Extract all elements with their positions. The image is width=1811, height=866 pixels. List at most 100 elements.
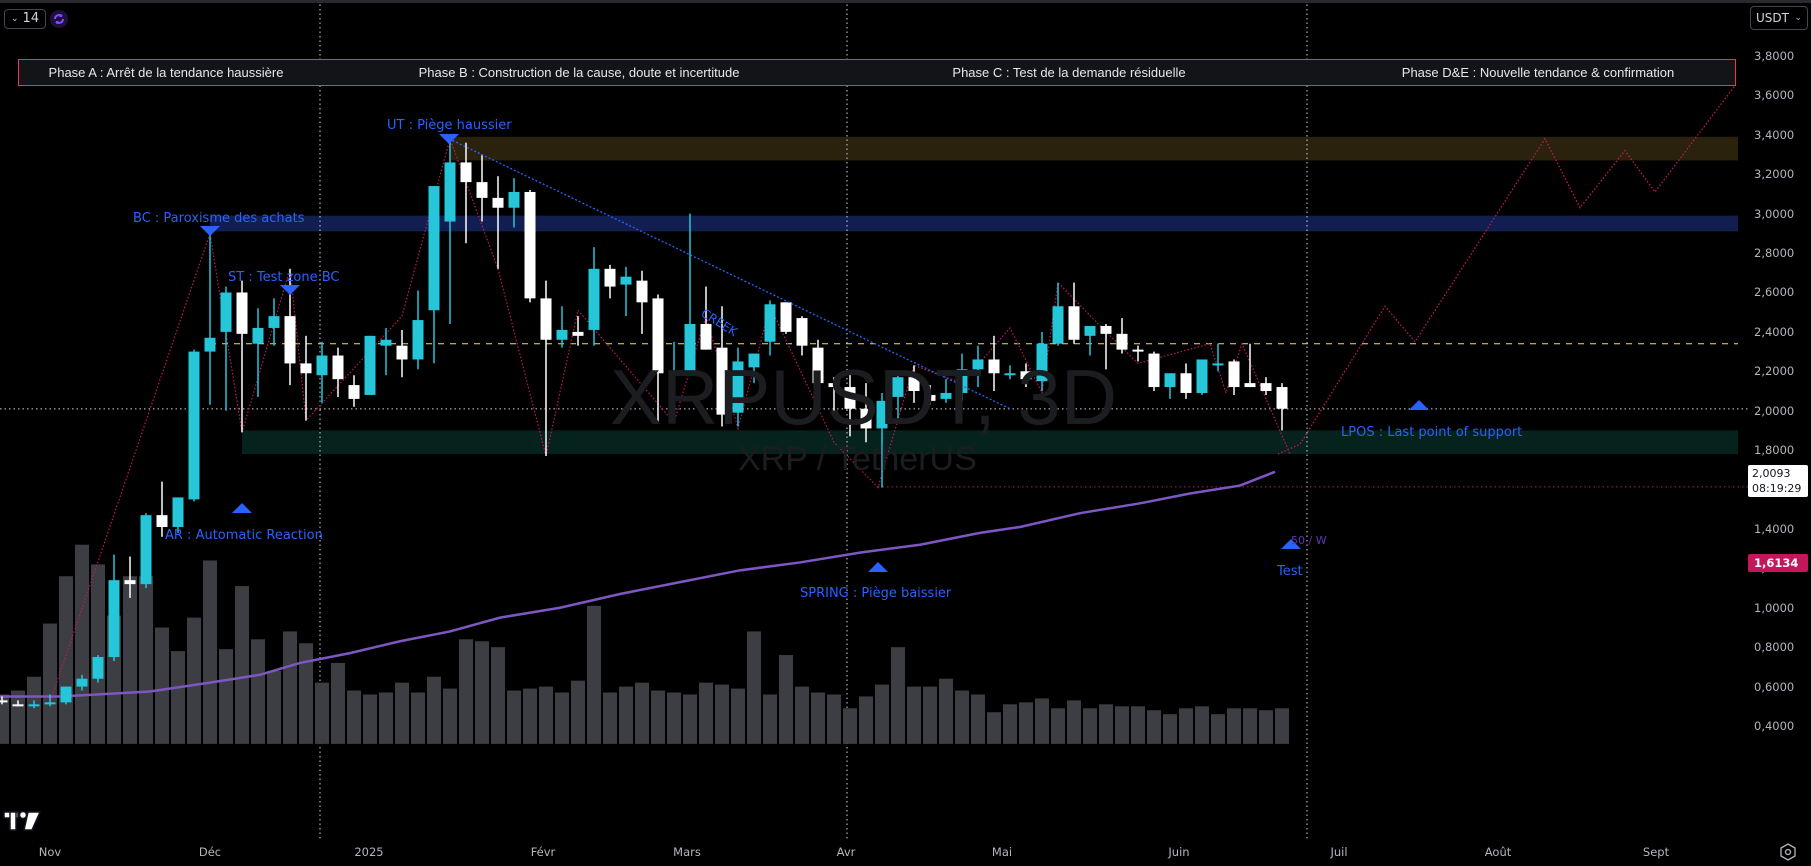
annotation-test: Test xyxy=(1277,564,1303,579)
candle-body xyxy=(316,355,328,376)
interval-selector[interactable]: ⌄ 14 xyxy=(4,9,47,29)
volume-bar xyxy=(779,655,793,744)
candle-body xyxy=(460,162,472,183)
candle-body xyxy=(44,702,56,705)
annotation-markers xyxy=(200,134,1429,572)
triangle-up-icon xyxy=(232,503,252,513)
price-axis-label: 3,0000 xyxy=(1754,206,1795,221)
candle-body xyxy=(108,580,120,658)
candle-body xyxy=(124,580,136,585)
triangle-up-icon xyxy=(1409,400,1429,410)
candle-body xyxy=(364,335,376,395)
volume-bar xyxy=(955,690,969,744)
volume-bar xyxy=(763,694,777,744)
price-axis-label: 2,4000 xyxy=(1754,324,1795,339)
candle-body xyxy=(972,359,984,370)
price-axis-label: 1,4000 xyxy=(1754,521,1795,536)
volume-bar xyxy=(139,576,153,744)
candle-body xyxy=(860,408,872,429)
candle-body xyxy=(1180,373,1192,393)
volume-bar xyxy=(1243,708,1257,744)
top-border xyxy=(0,0,1811,3)
time-axis-label: Sept xyxy=(1642,845,1670,859)
triangle-down-icon xyxy=(439,134,459,144)
interval-value: 14 xyxy=(22,11,40,26)
candle-body xyxy=(508,191,520,208)
volume-bar xyxy=(811,692,825,744)
price-axis-label: 3,8000 xyxy=(1754,49,1795,63)
candle-body xyxy=(428,186,440,311)
candle-body xyxy=(764,304,776,342)
volume-bar xyxy=(1195,706,1209,744)
candle-body xyxy=(1212,363,1224,366)
candle-body xyxy=(620,276,632,285)
candle-body xyxy=(588,268,600,330)
sync-icon[interactable] xyxy=(50,10,68,28)
volume-bar xyxy=(331,662,345,744)
candle-body xyxy=(268,316,280,328)
annotation-spring: SPRING : Piège baissier xyxy=(800,586,952,601)
candle-body xyxy=(444,162,456,222)
volume-bar xyxy=(155,627,169,744)
candle-body xyxy=(780,302,792,332)
settings-icon[interactable] xyxy=(1778,842,1798,862)
volume-bar xyxy=(523,688,537,744)
wyckoff-phase-banner: Phase A : Arrêt de la tendance haussière… xyxy=(18,59,1736,86)
volume-bar xyxy=(827,694,841,744)
candle-body xyxy=(524,191,536,299)
candle-body xyxy=(652,298,664,374)
candle-body xyxy=(908,377,920,392)
candle-body xyxy=(828,383,840,388)
candle-body xyxy=(940,392,952,399)
support-zone xyxy=(242,430,1738,455)
candle-body xyxy=(476,182,488,198)
volume-bars xyxy=(0,544,1289,744)
candle-body xyxy=(732,361,744,413)
candle-body xyxy=(492,197,504,208)
candle-body xyxy=(876,400,888,429)
candlesticks xyxy=(0,138,1288,709)
candle-body xyxy=(1196,359,1208,393)
tradingview-logo-icon[interactable] xyxy=(2,808,42,832)
volume-bar xyxy=(555,692,569,744)
candle-body xyxy=(1100,325,1112,334)
volume-bar xyxy=(971,694,985,744)
candle-body xyxy=(1244,383,1256,388)
candle-body xyxy=(252,327,264,344)
volume-bar xyxy=(203,560,217,744)
volume-bar xyxy=(315,682,329,744)
candle-body xyxy=(12,704,24,707)
annotation-lpos: LPOS : Last point of support xyxy=(1341,425,1523,440)
price-axis-label: 3,6000 xyxy=(1754,88,1795,103)
candle-body xyxy=(748,353,760,368)
projection-line xyxy=(1277,85,1736,455)
candle-body xyxy=(1116,333,1128,350)
price-axis-label: 1,8000 xyxy=(1754,443,1795,458)
volume-bar xyxy=(587,605,601,744)
candle-body xyxy=(220,292,232,332)
resistance-zone xyxy=(449,136,1738,161)
currency-selector[interactable]: USDT ⌄ xyxy=(1750,6,1808,30)
triangle-down-icon xyxy=(200,226,220,236)
volume-bar xyxy=(1035,698,1049,744)
phase-de-label: Phase D&E : Nouvelle tendance & confirma… xyxy=(1401,65,1675,80)
candle-body xyxy=(636,280,648,303)
candle-body xyxy=(0,700,8,703)
volume-bar xyxy=(363,694,377,744)
phase-b-label: Phase B : Construction de la cause, dout… xyxy=(418,65,740,80)
volume-bar xyxy=(859,696,873,744)
price-axis-label: 2,6000 xyxy=(1754,285,1795,300)
volume-bar xyxy=(219,649,233,744)
volume-bar xyxy=(603,692,617,744)
volume-bar xyxy=(443,688,457,744)
candle-body xyxy=(1228,361,1240,388)
volume-bar xyxy=(395,682,409,744)
candle-body xyxy=(380,339,392,346)
volume-bar xyxy=(0,694,9,744)
candle-body xyxy=(236,292,248,334)
volume-bar xyxy=(891,647,905,744)
watermark-description: XRP / TetherUS xyxy=(738,440,977,478)
volume-bar xyxy=(1275,708,1289,744)
candle-body xyxy=(1020,371,1032,380)
